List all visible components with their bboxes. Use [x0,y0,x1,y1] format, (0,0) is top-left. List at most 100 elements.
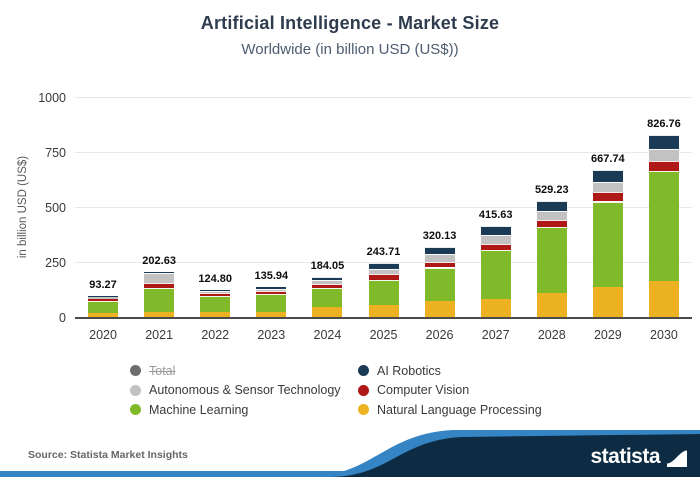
bar-segment-autonomous-sensor-technology-2028[interactable] [536,210,567,220]
bar-segment-autonomous-sensor-technology-2023[interactable] [256,288,287,292]
x-tick-2023: 2023 [257,328,286,342]
bar-segment-autonomous-sensor-technology-2026[interactable] [424,254,455,263]
bar-segment-natural-language-processing-2027[interactable] [480,299,511,317]
bar-segment-natural-language-processing-2029[interactable] [592,287,623,317]
y-tick-0: 0 [59,311,66,325]
bar-segment-natural-language-processing-2030[interactable] [648,280,679,317]
bar-segment-computer-vision-2029[interactable] [592,192,623,202]
bar-segment-machine-learning-2030[interactable] [648,170,679,281]
bar-segment-autonomous-sensor-technology-2022[interactable] [200,290,231,294]
bar-segment-machine-learning-2020[interactable] [88,300,119,314]
bar-segment-ai-robotics-2030[interactable] [648,135,679,150]
bar-segment-machine-learning-2024[interactable] [312,288,343,307]
bar-segment-machine-learning-2021[interactable] [144,287,175,312]
total-label-2028: 529.23 [534,183,569,196]
legend-label-autonomous-sensor-technology: Autonomous & Sensor Technology [149,383,341,398]
bar-segment-machine-learning-2029[interactable] [592,201,623,288]
bar-segment-natural-language-processing-2022[interactable] [200,312,231,317]
legend-item-natural-language-processing[interactable]: Natural Language Processing [358,400,542,420]
bar-segment-autonomous-sensor-technology-2021[interactable] [144,273,175,284]
total-label-2025: 243.71 [366,246,401,259]
x-tick-2021: 2021 [145,328,174,342]
legend-item-autonomous-sensor-technology[interactable]: Autonomous & Sensor Technology [130,381,341,401]
total-label-2030: 826.76 [647,118,681,131]
bar-segment-ai-robotics-2029[interactable] [592,170,623,183]
statista-swoosh-graphic [0,430,700,477]
legend-marker-total [130,365,141,377]
legend-item-total[interactable]: Total [130,361,341,381]
gridline-1000 [75,97,692,98]
total-label-2022: 124.80 [198,272,233,285]
bar-segment-computer-vision-2021[interactable] [144,283,175,288]
bar-segment-machine-learning-2023[interactable] [256,294,287,312]
gridline-500 [75,207,692,208]
legend-item-computer-vision[interactable]: Computer Vision [358,381,542,401]
chart-title: Artificial Intelligence - Market Size [200,13,500,33]
bar-segment-machine-learning-2026[interactable] [424,267,455,301]
bar-segment-computer-vision-2024[interactable] [312,283,343,289]
bar-segment-ai-robotics-2020[interactable] [88,296,119,298]
legend-item-ai-robotics[interactable]: AI Robotics [358,361,542,381]
bar-segment-natural-language-processing-2021[interactable] [144,311,175,317]
x-tick-2029: 2029 [593,328,622,342]
chart-subtitle: Worldwide (in billion USD (US$)) [241,41,459,58]
bar-segment-machine-learning-2022[interactable] [200,295,231,313]
bar-segment-natural-language-processing-2025[interactable] [368,305,399,317]
gridline-750 [75,152,692,153]
bar-segment-autonomous-sensor-technology-2020[interactable] [88,297,119,300]
legend-label-ai-robotics: AI Robotics [377,363,441,378]
bar-segment-ai-robotics-2023[interactable] [256,287,287,289]
bar-segment-natural-language-processing-2028[interactable] [536,293,567,317]
bar-segment-ai-robotics-2027[interactable] [480,225,511,235]
bar-segment-natural-language-processing-2023[interactable] [256,311,287,317]
bar-segment-ai-robotics-2022[interactable] [200,289,231,291]
x-tick-2030: 2030 [650,328,678,342]
x-tick-2020: 2020 [89,328,117,342]
legend-marker-ai-robotics [358,365,369,377]
x-tick-2026: 2026 [425,328,454,342]
total-label-2021: 202.63 [142,255,176,268]
bar-segment-autonomous-sensor-technology-2029[interactable] [592,182,623,193]
bar-segment-autonomous-sensor-technology-2025[interactable] [368,269,399,275]
bar-segment-autonomous-sensor-technology-2027[interactable] [480,234,511,244]
legend-label-computer-vision: Computer Vision [377,383,470,398]
bar-segment-computer-vision-2028[interactable] [536,219,567,228]
bar-segment-machine-learning-2025[interactable] [368,279,399,306]
bar-segment-computer-vision-2025[interactable] [368,274,399,280]
statista-logo: statista [590,446,687,467]
bar-segment-autonomous-sensor-technology-2024[interactable] [312,279,343,284]
bar-segment-natural-language-processing-2024[interactable] [312,306,343,317]
y-tick-750: 750 [45,146,66,160]
statista-logo-icon [667,446,687,467]
legend-marker-machine-learning [130,404,141,416]
bar-segment-computer-vision-2022[interactable] [200,293,231,296]
total-label-2020: 93.27 [89,279,117,292]
bar-segment-computer-vision-2027[interactable] [480,243,511,250]
total-label-2024: 184.05 [310,259,345,272]
bar-segment-computer-vision-2030[interactable] [648,160,679,171]
legend-marker-computer-vision [358,384,369,396]
legend-item-machine-learning[interactable]: Machine Learning [130,400,341,420]
x-axis-line [75,317,692,319]
bar-segment-computer-vision-2020[interactable] [88,299,119,301]
bar-segment-machine-learning-2027[interactable] [480,249,511,300]
bar-segment-natural-language-processing-2026[interactable] [424,300,455,317]
bar-segment-computer-vision-2026[interactable] [424,262,455,268]
bar-segment-ai-robotics-2021[interactable] [144,272,175,274]
bar-segment-autonomous-sensor-technology-2030[interactable] [648,149,679,161]
total-label-2027: 415.63 [478,208,513,221]
statista-logo-text: statista [590,445,660,468]
bar-segment-computer-vision-2023[interactable] [256,291,287,295]
total-label-2026: 320.13 [422,229,457,242]
bar-segment-ai-robotics-2028[interactable] [536,200,567,211]
x-tick-2024: 2024 [313,328,342,342]
bar-segment-ai-robotics-2024[interactable] [312,276,343,280]
x-tick-2028: 2028 [537,328,566,342]
bar-segment-ai-robotics-2025[interactable] [368,263,399,270]
bar-segment-machine-learning-2028[interactable] [536,227,567,294]
x-tick-2022: 2022 [201,328,230,342]
bar-segment-natural-language-processing-2020[interactable] [88,313,119,317]
bar-segment-ai-robotics-2026[interactable] [424,246,455,255]
legend-label-machine-learning: Machine Learning [149,402,249,417]
